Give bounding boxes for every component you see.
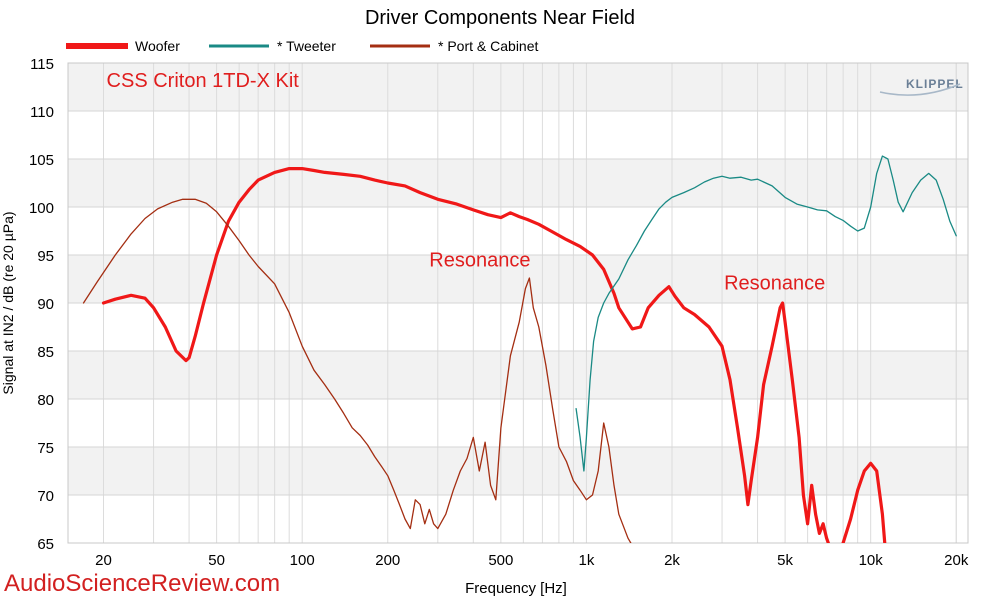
legend-label-tweeter: * Tweeter (277, 38, 336, 54)
annotations: CSS Criton 1TD-X Kit Resonance Resonance (107, 70, 826, 295)
x-tick-label: 20k (944, 552, 969, 569)
legend-label-port-cabinet: * Port & Cabinet (438, 38, 538, 54)
plot-band (68, 399, 968, 447)
y-tick-label: 105 (29, 152, 54, 169)
plot-band (68, 255, 968, 303)
x-tick-label: 200 (375, 552, 400, 569)
y-axis-label: Signal at IN2 / dB (re 20 µPa) (0, 211, 16, 394)
y-tick-label: 95 (37, 248, 54, 265)
plot-band (68, 63, 968, 111)
plot-bands (68, 63, 968, 543)
series-line-tweeter (575, 155, 957, 472)
x-tick-label: 5k (777, 552, 793, 569)
x-tick-label: 10k (859, 552, 884, 569)
y-tick-label: 100 (29, 200, 54, 217)
klippel-logo-swoosh-icon (879, 83, 961, 96)
y-tick-label: 65 (37, 536, 54, 553)
y-tick-labels: 65 70 75 80 85 90 95 100 105 110 115 (29, 56, 54, 553)
y-tick-label: 85 (37, 344, 54, 361)
annotation-woofer-resonance: Resonance (724, 273, 825, 295)
x-axis-label: Frequency [Hz] (465, 580, 567, 597)
y-tick-label: 80 (37, 392, 54, 409)
y-tick-label: 75 (37, 440, 54, 457)
plot-band (68, 111, 968, 159)
x-tick-label: 50 (208, 552, 225, 569)
plot-band (68, 447, 968, 495)
series-line-woofer (101, 167, 887, 543)
series-lines (82, 155, 957, 543)
plot-band (68, 159, 968, 207)
chart-title: Driver Components Near Field (365, 7, 635, 29)
series-line-port-cabinet (82, 198, 632, 543)
y-tick-label: 110 (30, 104, 54, 121)
x-tick-label: 500 (488, 552, 513, 569)
plot-frame (67, 62, 969, 544)
plot-band (68, 351, 968, 399)
annotation-kit-name: CSS Criton 1TD-X Kit (107, 70, 300, 92)
annotation-port-resonance: Resonance (429, 250, 530, 272)
x-tick-label: 100 (290, 552, 315, 569)
x-tick-label: 20 (95, 552, 112, 569)
y-tick-label: 90 (37, 296, 54, 313)
klippel-logo: KLIPPEL (879, 77, 964, 96)
y-tick-label: 70 (37, 488, 54, 505)
legend-label-woofer: Woofer (135, 38, 180, 54)
plot-band (68, 207, 968, 255)
watermark: AudioScienceReview.com (4, 570, 280, 597)
x-tick-labels: 20 50 100 200 500 1k 2k 5k 10k 20k (95, 552, 969, 569)
x-tick-label: 1k (579, 552, 595, 569)
legend: Woofer * Tweeter * Port & Cabinet (66, 38, 538, 54)
x-tick-label: 2k (664, 552, 680, 569)
plot-band (68, 495, 968, 543)
y-tick-label: 115 (30, 56, 54, 73)
klippel-logo-text: KLIPPEL (906, 77, 964, 91)
